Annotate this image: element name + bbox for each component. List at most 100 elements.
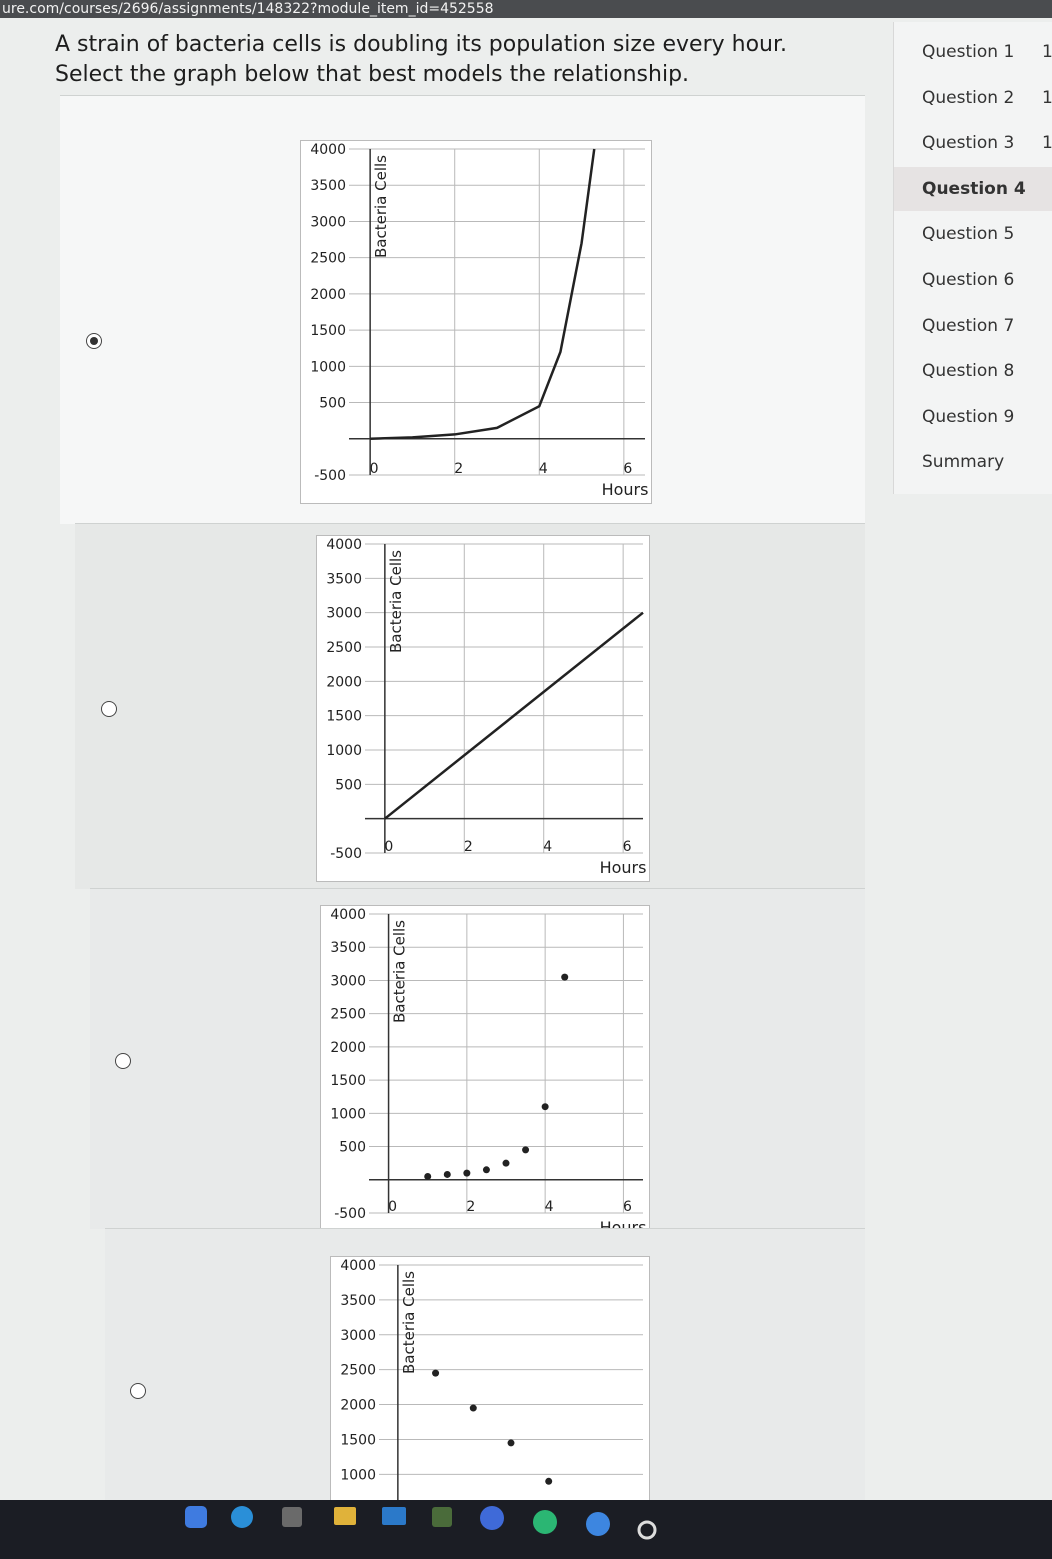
y-tick-label: 2500 [340, 1363, 376, 1379]
nav-label: Question 9 [922, 406, 1015, 427]
y-tick-label: 1500 [330, 1073, 366, 1089]
radio-button[interactable] [86, 333, 102, 349]
data-point [443, 1170, 451, 1178]
data-point [522, 1146, 530, 1154]
y-tick-label: 4000 [340, 1258, 376, 1274]
radio-button[interactable] [115, 1053, 131, 1069]
data-point [545, 1477, 553, 1485]
y-tick-label: 3000 [310, 214, 346, 230]
app-icon[interactable] [185, 1506, 207, 1528]
graph: -500 500 1000 1500 2000 2500 3000 3500 4000 0 2 4 6 B… [300, 140, 652, 504]
y-tick-label: 2000 [310, 287, 346, 303]
nav-label: Question 7 [922, 315, 1015, 336]
app-icon[interactable] [382, 1507, 406, 1525]
y-tick-label: 500 [319, 396, 346, 412]
y-tick-label: 2500 [310, 251, 346, 267]
y-tick-label: 3500 [310, 178, 346, 194]
settings-icon[interactable] [637, 1520, 657, 1540]
graph: -500 500 1000 1500 2000 2500 3000 3500 4000 0 2 4 6 B… [320, 905, 650, 1242]
y-tick-label: -500 [334, 1206, 366, 1222]
y-tick-label: 3500 [330, 940, 366, 956]
address-bar[interactable]: ure.com/courses/2696/assignments/148322?… [0, 0, 1052, 18]
x-tick-label: 4 [543, 839, 552, 855]
nav-label: Question 3 [922, 133, 1015, 154]
y-tick-label: 2500 [330, 1007, 366, 1023]
y-tick-label: 500 [335, 777, 362, 793]
nav-item[interactable]: Question 9 [894, 395, 1052, 439]
data-point [469, 1404, 477, 1412]
data-point [432, 1369, 440, 1377]
data-line [370, 148, 596, 441]
x-tick-label: 2 [454, 461, 463, 477]
app-icon[interactable] [282, 1507, 302, 1527]
y-tick-label: 4000 [326, 537, 362, 553]
data-point [463, 1169, 471, 1177]
y-tick-label: 500 [339, 1140, 366, 1156]
data-point [502, 1159, 510, 1167]
y-tick-label: 2500 [326, 640, 362, 656]
nav-item[interactable]: Question 7 [894, 304, 1052, 348]
y-tick-label: 1000 [326, 743, 362, 759]
nav-label: Question 4 [922, 178, 1026, 199]
data-point [482, 1166, 490, 1174]
x-tick-label: 4 [545, 1199, 554, 1215]
y-tick-label: 1000 [310, 359, 346, 375]
y-tick-label: 1500 [340, 1432, 376, 1448]
x-tick-label: 0 [370, 461, 379, 477]
x-tick-label: 2 [464, 839, 473, 855]
radio-button[interactable] [101, 701, 117, 717]
nav-label: Question 1 [922, 42, 1015, 62]
graph: -500 500 1000 1500 2000 2500 3000 3500 4000 0 2 4 6 B… [316, 535, 650, 882]
nav-label: Question 2 [922, 87, 1015, 108]
app-icon[interactable] [533, 1510, 557, 1534]
y-tick-label: 3000 [326, 606, 362, 622]
app-icon[interactable] [231, 1506, 253, 1528]
app-icon[interactable] [432, 1507, 452, 1527]
nav-label: Question 5 [922, 224, 1015, 245]
nav-item[interactable]: Question 8 [894, 349, 1052, 393]
y-tick-label: 3000 [330, 973, 366, 989]
y-axis-label: Bacteria Cells [400, 1271, 418, 1374]
y-tick-label: 4000 [310, 142, 346, 158]
app-icon[interactable] [480, 1506, 504, 1530]
x-tick-label: 0 [388, 1199, 397, 1215]
nav-item[interactable]: Question 6 [894, 258, 1052, 302]
taskbar-icons [185, 1506, 657, 1540]
x-axis-label: Hours [600, 858, 647, 877]
nav-label: Question 6 [922, 270, 1015, 290]
radio-button[interactable] [130, 1383, 146, 1399]
y-tick-label: 3000 [340, 1328, 376, 1344]
y-axis-label: Bacteria Cells [372, 155, 390, 258]
nav-item[interactable]: Summary [894, 440, 1052, 484]
app-icon[interactable] [586, 1512, 610, 1536]
y-tick-label: 1000 [340, 1467, 376, 1483]
x-tick-label: 4 [539, 461, 548, 477]
x-tick-label: 0 [384, 839, 393, 855]
x-tick-label: 2 [466, 1199, 475, 1215]
y-tick-label: 3500 [326, 571, 362, 587]
y-tick-label: -500 [314, 468, 346, 484]
nav-item[interactable]: Question 1 1 [894, 30, 1052, 74]
taskbar [0, 1500, 1052, 1559]
app-icon[interactable] [334, 1507, 356, 1525]
x-tick-label: 6 [623, 1199, 632, 1215]
y-axis-label: Bacteria Cells [391, 920, 409, 1023]
y-tick-label: 2000 [330, 1040, 366, 1056]
y-tick-label: -500 [330, 846, 362, 862]
nav-item[interactable]: Question 5 [894, 212, 1052, 256]
y-tick-label: 1000 [330, 1106, 366, 1122]
x-tick-label: 6 [623, 839, 632, 855]
y-axis-label: Bacteria Cells [387, 550, 405, 653]
nav-score: 1 [1042, 87, 1052, 108]
nav-item[interactable]: Question 2 1 [894, 76, 1052, 120]
y-tick-label: 4000 [330, 907, 366, 923]
data-point [424, 1172, 432, 1180]
data-line [384, 611, 644, 820]
y-tick-label: 2000 [326, 674, 362, 690]
y-tick-label: 1500 [310, 323, 346, 339]
nav-item[interactable]: Question 4 [894, 166, 1052, 211]
nav-item[interactable]: Question 3 1 [894, 121, 1052, 165]
y-tick-label: 3500 [340, 1293, 376, 1309]
data-point [507, 1439, 515, 1447]
